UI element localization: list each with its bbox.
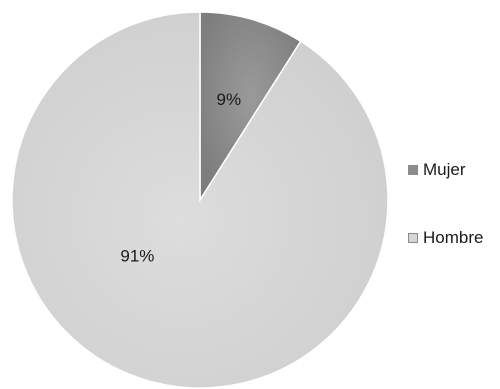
pie-slice-mujer xyxy=(199,11,302,203)
chart-legend: Mujer Hombre xyxy=(408,158,483,294)
data-label-hombre: 91% xyxy=(120,246,154,265)
legend-item-hombre: Hombre xyxy=(408,226,483,250)
data-label-mujer: 9% xyxy=(217,90,242,109)
pie-slices xyxy=(11,11,389,389)
pie-slice-hombre xyxy=(11,11,389,389)
legend-label-hombre: Hombre xyxy=(423,228,484,247)
legend-item-mujer: Mujer xyxy=(408,158,483,182)
legend-swatch-hombre xyxy=(408,233,418,243)
legend-swatch-mujer xyxy=(408,165,418,175)
pie-data-labels: 9% 91% xyxy=(120,90,241,265)
legend-label-mujer: Mujer xyxy=(423,160,466,179)
